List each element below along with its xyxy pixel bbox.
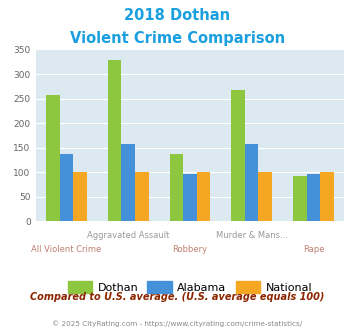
Text: Violent Crime Comparison: Violent Crime Comparison	[70, 31, 285, 46]
Text: 2018 Dothan: 2018 Dothan	[125, 8, 230, 23]
Text: Murder & Mans...: Murder & Mans...	[216, 231, 288, 240]
Bar	[183, 174, 197, 221]
Legend: Dothan, Alabama, National: Dothan, Alabama, National	[63, 277, 317, 298]
Bar	[46, 95, 60, 221]
Text: Compared to U.S. average. (U.S. average equals 100): Compared to U.S. average. (U.S. average …	[30, 292, 325, 302]
Bar	[197, 172, 210, 221]
Text: Rape: Rape	[303, 245, 324, 254]
Bar	[320, 172, 334, 221]
Bar	[108, 60, 121, 221]
Bar	[307, 174, 320, 221]
Text: Aggravated Assault: Aggravated Assault	[87, 231, 169, 240]
Text: All Violent Crime: All Violent Crime	[31, 245, 102, 254]
Bar	[258, 172, 272, 221]
Bar	[73, 172, 87, 221]
Text: © 2025 CityRating.com - https://www.cityrating.com/crime-statistics/: © 2025 CityRating.com - https://www.city…	[53, 320, 302, 327]
Bar	[121, 144, 135, 221]
Bar	[135, 172, 148, 221]
Bar	[231, 90, 245, 221]
Bar	[293, 176, 307, 221]
Text: Robbery: Robbery	[173, 245, 207, 254]
Bar	[170, 154, 183, 221]
Bar	[245, 144, 258, 221]
Bar	[60, 154, 73, 221]
